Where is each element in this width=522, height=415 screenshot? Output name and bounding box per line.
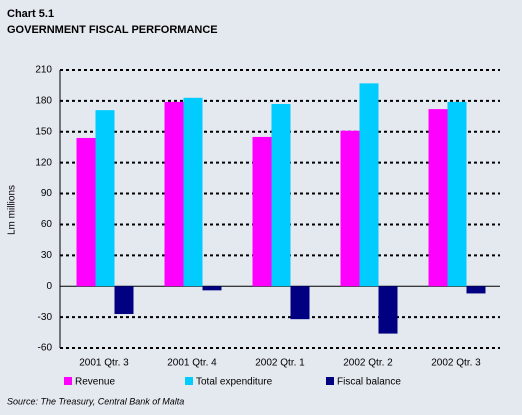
bar: [95, 110, 115, 287]
legend-label: Fiscal balance: [337, 377, 401, 388]
legend-label: Total expenditure: [196, 377, 273, 388]
legend-swatch: [326, 377, 334, 385]
source: Source: The Treasury, Central Bank of Ma…: [7, 396, 184, 406]
bar: [378, 286, 398, 334]
bar: [114, 286, 134, 315]
y-axis-label: Lm millions: [7, 185, 18, 235]
legend-label: Revenue: [75, 377, 115, 388]
bar: [271, 103, 291, 287]
x-tick-label: 2001 Qtr. 3: [79, 358, 129, 369]
bar: [76, 137, 96, 287]
y-tick-label: 210: [35, 65, 52, 76]
chart-title: Chart 5.1: [7, 8, 54, 20]
bar: [202, 286, 222, 291]
y-tick-label: 0: [46, 281, 52, 292]
y-tick-label: 180: [35, 96, 52, 107]
y-tick-label: 120: [35, 157, 52, 168]
x-tick-label: 2002 Qtr. 2: [343, 358, 393, 369]
bar: [252, 136, 272, 287]
legend-swatch: [185, 377, 193, 385]
bar: [359, 83, 379, 287]
y-tick-label: -30: [38, 312, 53, 323]
y-tick-label: -60: [38, 343, 53, 354]
bar: [340, 130, 360, 287]
x-tick-label: 2001 Qtr. 4: [167, 358, 217, 369]
y-tick-label: 30: [41, 250, 53, 261]
bar: [290, 286, 310, 320]
bar: [164, 101, 184, 287]
bar: [466, 286, 486, 294]
y-tick-label: 90: [41, 188, 53, 199]
x-tick-label: 2002 Qtr. 1: [255, 358, 305, 369]
chart-subtitle: GOVERNMENT FISCAL PERFORMANCE: [7, 24, 218, 36]
legend-swatch: [64, 377, 72, 385]
y-tick-label: 60: [41, 219, 53, 230]
x-tick-label: 2002 Qtr. 3: [431, 358, 481, 369]
bar: [428, 109, 448, 287]
y-tick-label: 150: [35, 126, 52, 137]
bar: [183, 97, 203, 287]
bar: [447, 101, 467, 287]
